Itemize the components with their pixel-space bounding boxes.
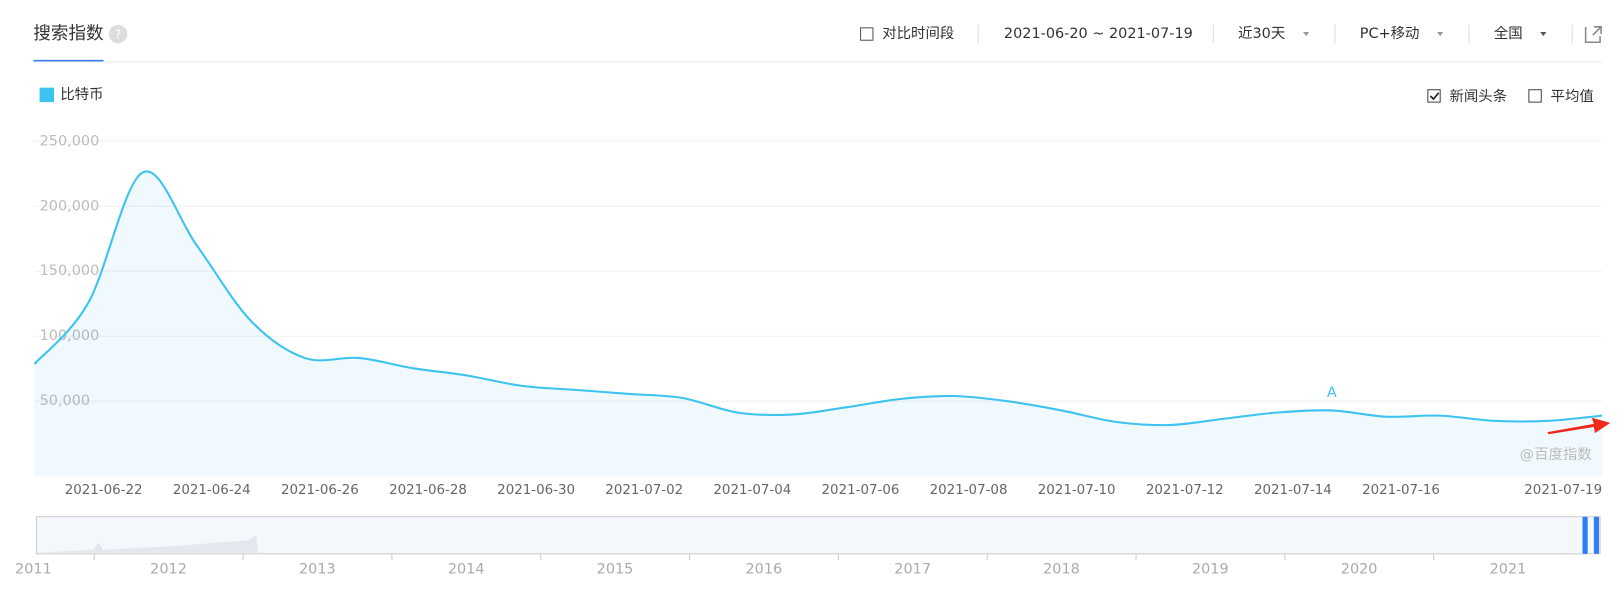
x-tick-label: 2021-07-10: [1038, 483, 1116, 498]
date-range[interactable]: 2021-06-20 ~ 2021-07-19: [1004, 26, 1193, 42]
dropdown-arrow: [1437, 31, 1444, 37]
dropdown-arrow: [1303, 31, 1310, 37]
navigator-year: 2012: [150, 561, 187, 577]
x-tick-label: 2021-06-28: [389, 483, 467, 498]
y-tick-label: 200,000: [40, 198, 100, 214]
help-icon-text: ?: [115, 28, 122, 42]
navigator-year: 2019: [1192, 561, 1229, 577]
option-label[interactable]: 新闻头条: [1449, 88, 1507, 105]
navigator-handle[interactable]: [1593, 516, 1600, 554]
header-title: 搜索指数: [33, 24, 104, 44]
x-tick-label: 2021-07-19: [1524, 483, 1602, 498]
navigator-year: 2011: [15, 561, 52, 577]
device-select[interactable]: PC+移动: [1360, 25, 1420, 42]
help-icon[interactable]: [108, 24, 128, 44]
x-tick-label: 2021-07-04: [713, 483, 791, 498]
watermark: @百度指数: [1520, 446, 1593, 463]
x-tick-label: 2021-06-26: [281, 483, 359, 498]
red-arrow: [1547, 417, 1611, 435]
navigator-handle[interactable]: [1582, 516, 1588, 554]
navigator: [35, 516, 1601, 555]
period-select[interactable]: 近30天: [1238, 25, 1285, 42]
checkbox[interactable]: [1427, 89, 1441, 103]
navigator-year: 2021: [1490, 561, 1527, 577]
x-tick-label: 2021-07-06: [822, 483, 900, 498]
navigator-mini: [36, 535, 259, 553]
region-select[interactable]: 全国: [1494, 24, 1523, 42]
navigator-year: 2017: [894, 561, 931, 577]
dropdown-arrow: [1540, 31, 1547, 37]
legend-label[interactable]: 比特币: [60, 86, 103, 103]
x-tick-label: 2021-06-22: [65, 483, 143, 498]
y-tick-label: 150,000: [40, 263, 100, 279]
x-tick-label: 2021-07-08: [930, 483, 1008, 498]
y-tick-label: 50,000: [40, 393, 90, 409]
navigator-year: 2020: [1341, 561, 1378, 577]
y-tick-label: 100,000: [40, 328, 100, 344]
navigator-year: 2016: [745, 561, 782, 577]
navigator-year: 2018: [1043, 561, 1080, 577]
legend-swatch: [39, 87, 55, 103]
checkmark: [1429, 92, 1440, 101]
export-icon[interactable]: [1584, 26, 1602, 44]
navigator-year: 2013: [299, 561, 336, 577]
compare-option[interactable]: 对比时间段: [882, 25, 954, 42]
x-tick-label: 2021-07-16: [1362, 483, 1440, 498]
annotation[interactable]: A: [1327, 385, 1337, 401]
checkbox[interactable]: [1528, 89, 1542, 103]
x-tick-label: 2021-06-30: [497, 483, 575, 498]
x-tick-label: 2021-06-24: [173, 483, 251, 498]
y-tick-label: 250,000: [40, 133, 100, 149]
x-tick-label: 2021-07-02: [605, 483, 683, 498]
navigator-year: 2014: [448, 561, 485, 577]
area: [34, 171, 1603, 477]
option-label[interactable]: 平均值: [1551, 88, 1594, 105]
x-tick-label: 2021-07-14: [1254, 483, 1332, 498]
x-tick-label: 2021-07-12: [1146, 483, 1224, 498]
line: [33, 170, 1603, 427]
navigator-year: 2015: [597, 561, 634, 577]
checkbox[interactable]: [860, 27, 874, 41]
